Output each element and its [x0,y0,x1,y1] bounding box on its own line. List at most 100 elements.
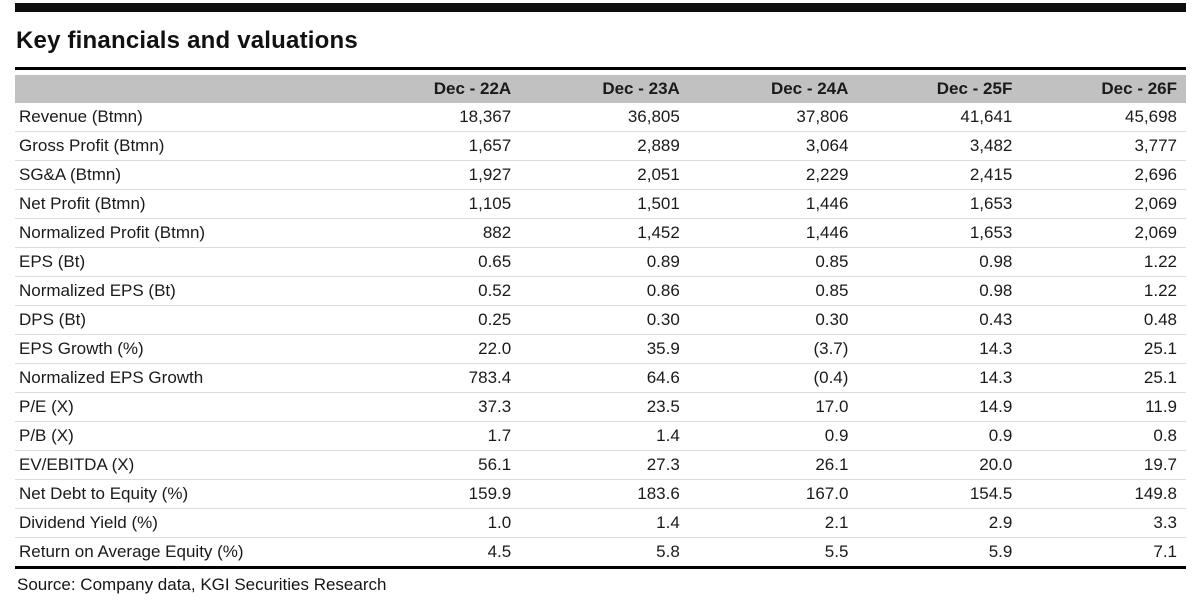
metric-value: 0.48 [1024,305,1186,335]
period-column-header: Dec - 24A [691,75,861,103]
metric-value: 2,051 [523,160,692,190]
report-page: Key financials and valuations Dec - 22A D… [0,3,1200,596]
metric-label: Net Profit (Btmn) [15,189,355,219]
metric-value: 0.85 [691,247,861,277]
table-row: P/B (X) 1.7 1.4 0.9 0.9 0.8 [15,421,1186,451]
metric-value: 1,105 [354,189,524,219]
metric-value: 56.1 [354,450,524,480]
table-row: Normalized EPS (Bt) 0.52 0.86 0.85 0.98 1.22 [15,276,1186,306]
metric-value: 1.22 [1024,276,1186,306]
metric-value: 2,696 [1024,160,1186,190]
table-row: Return on Average Equity (%) 4.5 5.8 5.5 5.9… [15,538,1186,568]
metric-value: 5.8 [656,542,680,561]
metric-value: 2,889 [523,131,692,161]
metric-value: 0.86 [523,276,692,306]
metric-value: 36,805 [523,103,692,132]
metric-value: 1.0 [354,508,524,538]
metric-value: 3.3 [1024,508,1186,538]
metric-label: Revenue (Btmn) [15,103,355,132]
metric-label: Return on Average Equity (%) [19,542,244,561]
table-header: Dec - 22A Dec - 23A Dec - 24A Dec - 25F Dec … [15,75,1186,103]
metric-value: 3,777 [1024,131,1186,161]
table-row: EPS Growth (%) 22.0 35.9 (3.7) 14.3 25.1 [15,334,1186,364]
table-row: P/E (X) 37.3 23.5 17.0 14.9 11.9 [15,392,1186,422]
table-row: EV/EBITDA (X) 56.1 27.3 26.1 20.0 19.7 [15,450,1186,480]
metric-label: EPS Growth (%) [15,334,355,364]
metric-value: 2.9 [860,508,1025,538]
metric-value: 0.52 [354,276,524,306]
metric-value: 2,415 [860,160,1025,190]
metric-value: 23.5 [523,392,692,422]
metric-value: 2,229 [691,160,861,190]
source-note: Source: Company data, KGI Securities Res… [17,575,387,594]
metric-value: 0.30 [523,305,692,335]
metric-label: DPS (Bt) [15,305,355,335]
metric-value: 25.1 [1024,334,1186,364]
metric-value: 0.43 [860,305,1025,335]
metric-value: 27.3 [523,450,692,480]
metric-value: 5.9 [988,542,1013,561]
metric-value: 3,482 [860,131,1025,161]
metric-value: 1,653 [860,218,1025,248]
table-row: Net Debt to Equity (%) 159.9 183.6 167.0 154… [15,479,1186,509]
metric-label: Dividend Yield (%) [15,508,355,538]
metric-value: 1,452 [523,218,692,248]
metric-value: 18,367 [354,103,524,132]
table-row: EPS (Bt) 0.65 0.89 0.85 0.98 1.22 [15,247,1186,277]
metric-value: 7.1 [1153,542,1177,561]
metric-label: P/B (X) [15,421,355,451]
metric-value: 1,653 [860,189,1025,219]
metric-label: Net Debt to Equity (%) [15,479,355,509]
metric-value: 0.9 [860,421,1025,451]
metric-label: EV/EBITDA (X) [15,450,355,480]
metric-value: 0.89 [523,247,692,277]
metric-value: 4.5 [487,542,512,561]
metric-value: 20.0 [860,450,1025,480]
table-row: Normalized Profit (Btmn) 882 1,452 1,446 1,6… [15,218,1186,248]
metric-label: Normalized EPS (Bt) [15,276,355,306]
metric-value: 14.3 [860,334,1025,364]
metric-value: (0.4) [691,363,861,393]
metric-label: EPS (Bt) [15,247,355,277]
table-row: Revenue (Btmn) 18,367 36,805 37,806 41,641 45… [15,103,1186,132]
table-row: SG&A (Btmn) 1,927 2,051 2,229 2,415 2,696 [15,160,1186,190]
metric-value: 0.65 [354,247,524,277]
metric-value: 1.4 [523,508,692,538]
metric-value: 11.9 [1024,392,1186,422]
metric-value: 1,501 [523,189,692,219]
metric-value: 25.1 [1024,363,1186,393]
metric-value: 0.30 [691,305,861,335]
metric-value: 154.5 [860,479,1025,509]
metric-value: 159.9 [354,479,524,509]
metric-value: 2.1 [691,508,861,538]
metric-value: 1,446 [691,218,861,248]
table-row: Net Profit (Btmn) 1,105 1,501 1,446 1,653 2,0… [15,189,1186,219]
metric-value: 0.25 [354,305,524,335]
metric-value: 183.6 [523,479,692,509]
metric-value: 64.6 [523,363,692,393]
table-row: Dividend Yield (%) 1.0 1.4 2.1 2.9 3.3 [15,508,1186,538]
metric-label: Normalized Profit (Btmn) [15,218,355,248]
period-column-header: Dec - 22A [354,75,524,103]
metric-value: 22.0 [354,334,524,364]
metric-value: 19.7 [1024,450,1186,480]
metric-value: 167.0 [691,479,861,509]
metric-value: 1,927 [354,160,524,190]
period-column-header: Dec - 25F [860,75,1025,103]
metric-value: 1,657 [354,131,524,161]
metric-label: P/E (X) [15,392,355,422]
metric-value: 2,069 [1024,189,1186,219]
metric-value: 0.9 [691,421,861,451]
metric-value: 783.4 [354,363,524,393]
period-column-header: Dec - 26F [1024,75,1186,103]
top-rule [15,3,1186,12]
metric-value: 35.9 [523,334,692,364]
metric-column-header [15,75,355,103]
metric-label: Normalized EPS Growth [15,363,355,393]
title-rule [15,67,1186,70]
metric-value: 37,806 [691,103,861,132]
metric-value: 1.4 [523,421,692,451]
table-row: Normalized EPS Growth 783.4 64.6 (0.4) 14.3 2… [15,363,1186,393]
metric-value: 17.0 [691,392,861,422]
table-row: Gross Profit (Btmn) 1,657 2,889 3,064 3,482 3… [15,131,1186,161]
